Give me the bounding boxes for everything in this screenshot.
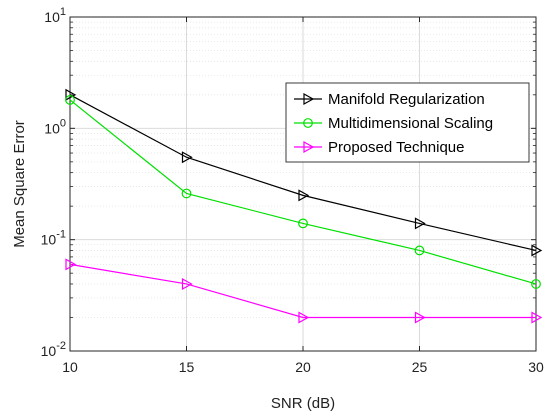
series-line-proposed-technique [69,263,536,319]
data-point-multidimensional-scaling [181,188,192,199]
data-point-manifold-regularization [531,244,543,257]
series-line-multidimensional-scaling [69,99,537,285]
legend: Manifold Regularization Multidimensional … [285,82,530,163]
data-point-manifold-regularization [298,189,310,202]
series-layer [65,88,543,324]
data-point-multidimensional-scaling [65,95,75,105]
y-tick-label: 100 [44,117,66,136]
data-point-multidimensional-scaling [531,279,541,289]
legend-label-proposed-technique: Proposed Technique [328,139,465,156]
data-point-manifold-regularization [181,151,193,164]
data-point-proposed-technique [181,277,193,290]
legend-marker-multidimensional-scaling [303,118,313,128]
data-point-proposed-technique [531,311,543,324]
data-point-proposed-technique [65,258,77,271]
data-point-manifold-regularization [414,217,426,230]
data-point-multidimensional-scaling [414,245,425,256]
x-tick-label: 10 [62,359,78,375]
x-tick-label: 25 [412,359,428,375]
y-tick-label: 101 [44,6,66,25]
y-tick-label: 10-2 [41,340,66,359]
data-point-proposed-technique [298,311,310,324]
legend-box [285,82,530,163]
data-point-manifold-regularization [65,88,77,101]
data-point-proposed-technique [414,311,426,324]
x-tick-label: 15 [179,359,195,375]
data-point-multidimensional-scaling [298,218,308,229]
series-line-manifold-regularization [69,94,537,252]
legend-marker-proposed-technique [303,140,315,154]
x-tick-label: 20 [295,359,311,375]
legend-label-multidimensional-scaling: Multidimensional Scaling [328,115,493,132]
y-tick-label: 10-1 [41,229,66,248]
x-axis-title: SNR (dB) [271,395,335,412]
y-axis-title: Mean Square Error [11,120,28,248]
legend-marker-manifold-regularization [303,92,315,106]
legend-label-manifold-regularization: Manifold Regularization [328,91,485,108]
axes: 10 15 20 25 30 10-2 10-1 100 101 [41,6,544,375]
x-tick-label: 30 [528,359,544,375]
